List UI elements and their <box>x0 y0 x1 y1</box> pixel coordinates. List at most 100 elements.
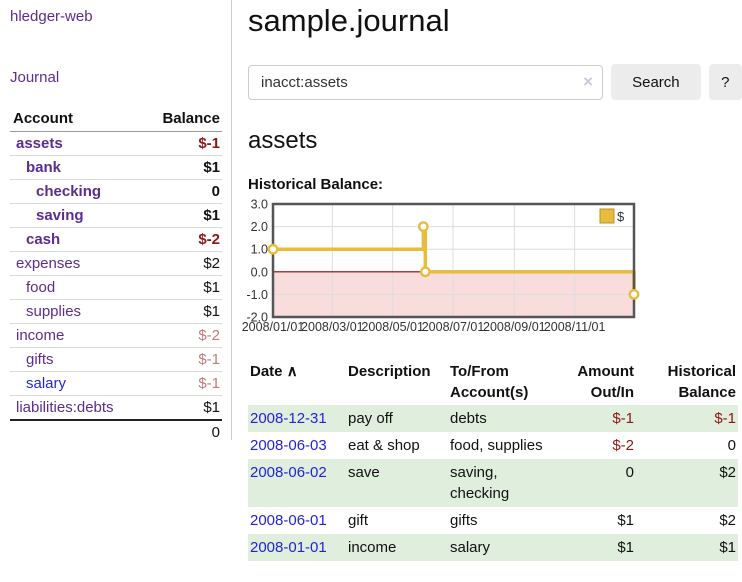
account-row: liabilities:debts $1 <box>10 395 222 420</box>
transaction-amount: $1 <box>617 539 634 557</box>
account-link[interactable]: saving <box>36 207 84 224</box>
clear-search-icon[interactable]: × <box>583 71 594 91</box>
date-header-label: Date <box>250 363 283 381</box>
account-link[interactable]: income <box>16 327 65 344</box>
transaction-date-link[interactable]: 2008-06-01 <box>250 512 327 530</box>
transaction-accounts: food, supplies <box>450 437 543 455</box>
transaction-description: eat & shop <box>348 437 420 455</box>
help-button[interactable]: ? <box>708 64 742 101</box>
account-link[interactable]: bank <box>26 159 62 176</box>
transaction-description: income <box>348 539 397 557</box>
svg-text:2008/05/01: 2008/05/01 <box>361 320 424 334</box>
transaction-date-link[interactable]: 2008-01-01 <box>250 539 327 557</box>
search-input-wrap: × <box>248 64 604 100</box>
account-row: checking 0 <box>10 179 222 204</box>
transaction-description: pay off <box>348 410 393 428</box>
account-link[interactable]: assets <box>16 135 63 152</box>
account-link[interactable]: checking <box>36 183 102 200</box>
transaction-description: save <box>348 464 380 482</box>
app-title: hledger-web <box>10 8 93 25</box>
account-balance: $1 <box>142 395 222 420</box>
svg-text:2008/01/01: 2008/01/01 <box>242 320 305 334</box>
svg-text:0.0: 0.0 <box>251 265 268 279</box>
chart-title: Historical Balance: <box>248 176 384 194</box>
account-balance: $1 <box>142 299 222 324</box>
register-table: Date ∧ Description To/From Account(s) Am… <box>248 359 738 562</box>
account-link[interactable]: supplies <box>26 303 82 320</box>
account-row: salary $-1 <box>10 371 222 396</box>
transaction-balance: $2 <box>719 464 736 482</box>
account-balance: $-1 <box>142 371 222 396</box>
account-row: expenses $2 <box>10 251 222 276</box>
svg-text:1.0: 1.0 <box>251 243 268 257</box>
transaction-amount: $-1 <box>612 410 634 428</box>
transaction-accounts: saving, checking <box>450 464 510 503</box>
sidebar: hledger-web Journal Account Balance asse… <box>0 0 232 444</box>
register-header-date[interactable]: Date ∧ <box>248 359 346 405</box>
transaction-date-link[interactable]: 2008-12-31 <box>250 410 327 428</box>
register-row: 2008-06-02 save saving, checking 0 $2 <box>248 459 738 508</box>
legend-swatch <box>599 208 615 224</box>
transaction-accounts: gifts <box>450 512 478 530</box>
account-balance: $-2 <box>142 323 222 348</box>
svg-text:-1.0: -1.0 <box>246 288 268 302</box>
svg-text:2008/03/01: 2008/03/01 <box>301 320 364 334</box>
account-row: supplies $1 <box>10 299 222 324</box>
account-balance: $-2 <box>142 227 222 252</box>
account-balance: $1 <box>142 203 222 228</box>
accounts-total: 0 <box>142 419 222 444</box>
main-content: sample.journal × Search ? assets Histori… <box>242 0 742 562</box>
transaction-balance: $2 <box>719 512 736 530</box>
accounts-total-row: 0 <box>10 419 222 444</box>
account-link[interactable]: food <box>26 279 56 296</box>
transaction-amount: $1 <box>617 512 634 530</box>
register-header-accounts: To/From Account(s) <box>450 363 529 402</box>
accounts-table: Account Balance assets $-1 bank $1 checking 0… <box>10 107 222 444</box>
transaction-balance: $1 <box>719 539 736 557</box>
svg-text:2008/11/01: 2008/11/01 <box>544 320 606 334</box>
account-balance: $-1 <box>142 347 222 372</box>
data-point-marker <box>417 221 429 233</box>
svg-text:2008/09/01: 2008/09/01 <box>483 320 546 334</box>
data-point-marker <box>267 243 279 255</box>
register-header-balance: Historical Balance <box>667 363 736 402</box>
account-link[interactable]: cash <box>26 231 61 248</box>
account-link[interactable]: salary <box>26 375 67 392</box>
balance-chart: $3.0 2.0 1.0 0.0 -1.0 -2.02008/01/012008/03/0… <box>242 198 640 334</box>
account-heading: assets <box>248 127 318 155</box>
svg-text:-2.0: -2.0 <box>246 311 268 325</box>
transaction-amount: $-2 <box>612 437 634 455</box>
register-row: 2008-06-03 eat & shop food, supplies $-2 0 <box>248 432 738 459</box>
account-balance: $1 <box>142 275 222 300</box>
account-balance: 0 <box>142 179 222 204</box>
account-link[interactable]: expenses <box>16 255 81 272</box>
sidebar-item-journal[interactable]: Journal <box>10 69 60 86</box>
transaction-description: gift <box>348 512 369 530</box>
transaction-balance: 0 <box>727 437 736 455</box>
transaction-accounts: salary <box>450 539 491 557</box>
search-button[interactable]: Search <box>611 64 701 101</box>
search-input[interactable] <box>248 64 604 100</box>
account-balance: $1 <box>142 155 222 180</box>
data-point-marker <box>419 266 431 278</box>
data-point-marker <box>628 289 640 300</box>
accounts-header-account: Account <box>10 107 143 132</box>
register-header-amount: Amount Out/In <box>577 363 634 402</box>
transaction-date-link[interactable]: 2008-06-03 <box>250 437 327 455</box>
transaction-accounts: debts <box>450 410 487 428</box>
account-row: saving $1 <box>10 203 222 228</box>
account-row: gifts $-1 <box>10 347 222 372</box>
account-row: income $-2 <box>10 323 222 348</box>
account-link[interactable]: liabilities:debts <box>16 399 114 416</box>
account-row: cash $-2 <box>10 227 222 252</box>
svg-text:3.0: 3.0 <box>251 198 268 212</box>
account-link[interactable]: gifts <box>26 351 54 368</box>
account-row: assets $-1 <box>10 132 222 156</box>
account-row: bank $1 <box>10 155 222 180</box>
accounts-header-balance: Balance <box>142 107 222 132</box>
register-header-description: Description <box>348 363 431 381</box>
account-balance: $-1 <box>198 135 220 152</box>
svg-text:2.0: 2.0 <box>251 220 268 234</box>
transaction-date-link[interactable]: 2008-06-02 <box>250 464 327 482</box>
register-row: 2008-12-31 pay off debts $-1 $-1 <box>248 405 738 433</box>
